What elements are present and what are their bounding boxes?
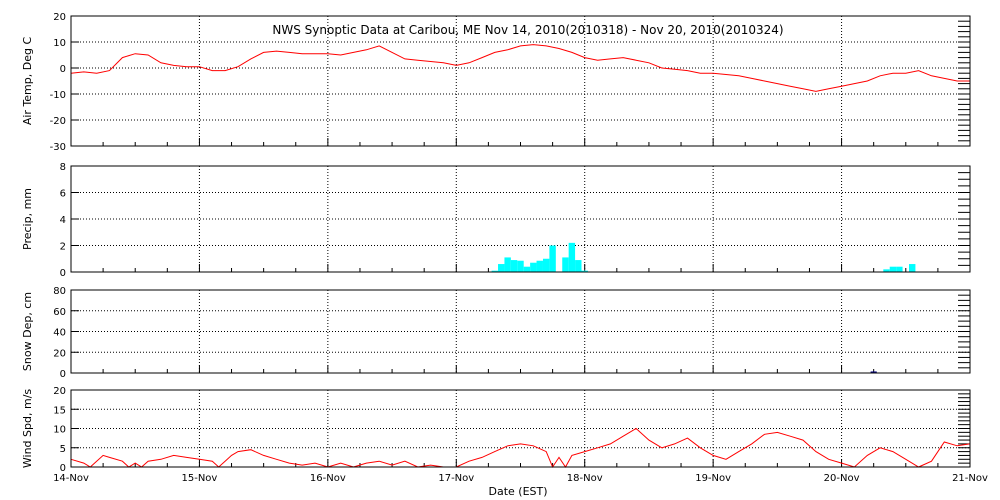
y-tick-label: 6 xyxy=(60,189,66,200)
data-bar xyxy=(498,264,505,272)
plot-frame xyxy=(70,15,971,147)
y-tick-label: -30 xyxy=(50,142,66,153)
data-bar xyxy=(491,270,499,272)
data-bar xyxy=(581,270,588,272)
data-bar xyxy=(536,260,543,272)
x-tick-label: 21-Nov xyxy=(952,473,988,484)
plot-frame xyxy=(70,165,971,273)
data-bar xyxy=(575,260,582,272)
y-tick-label: 0 xyxy=(60,463,66,474)
y-axis-label: Snow Dep, cm xyxy=(21,292,34,371)
data-bar xyxy=(523,266,531,272)
chart-title: NWS Synoptic Data at Caribou, ME Nov 14,… xyxy=(272,23,783,37)
chart-panels: -30 -20 -10 0 10 20 Air Temp, Deg C 0 2 4 6 8 Precip… xyxy=(21,12,988,484)
y-axis-label: Air Temp, Deg C xyxy=(21,37,34,126)
snow-panel: 0 20 40 60 80 Snow Dep, cm xyxy=(21,286,971,380)
x-tick-label: 16-Nov xyxy=(310,473,346,484)
plot-frame xyxy=(70,289,971,374)
y-axis-label: Precip, mm xyxy=(21,188,34,250)
data-bar xyxy=(542,258,550,272)
y-tick-label: 8 xyxy=(60,162,66,173)
data-bar xyxy=(517,260,524,272)
x-tick-label: 15-Nov xyxy=(181,473,217,484)
y-tick-label: 80 xyxy=(53,286,66,297)
x-tick-label: 17-Nov xyxy=(438,473,474,484)
data-bar xyxy=(549,245,556,272)
x-tick-label: 18-Nov xyxy=(567,473,603,484)
x-tick-label: 14-Nov xyxy=(53,473,89,484)
data-bar xyxy=(889,266,897,272)
y-tick-label: -10 xyxy=(50,90,66,101)
temp-panel: -30 -20 -10 0 10 20 Air Temp, Deg C xyxy=(21,12,971,153)
x-tick-label: 19-Nov xyxy=(695,473,731,484)
data-bar xyxy=(504,257,511,272)
data-bar xyxy=(562,257,569,272)
data-bar xyxy=(568,242,576,272)
y-tick-label: 20 xyxy=(53,12,66,23)
y-tick-label: 10 xyxy=(53,38,66,49)
y-tick-label: 4 xyxy=(60,215,66,226)
precip-panel: 0 2 4 6 8 Precip, mm xyxy=(21,162,971,279)
data-bar xyxy=(908,264,916,272)
y-tick-label: 0 xyxy=(60,64,66,75)
y-tick-label: 40 xyxy=(53,328,66,339)
y-tick-label: 20 xyxy=(53,386,66,397)
plot-frame xyxy=(70,389,971,468)
y-axis-label: Wind Spd, m/s xyxy=(21,389,34,469)
y-tick-label: -20 xyxy=(50,116,66,127)
y-tick-label: 2 xyxy=(60,242,66,253)
series-line xyxy=(70,427,971,469)
wind-panel: 0 5 10 15 20 Wind Spd, m/s xyxy=(21,386,971,474)
data-bar xyxy=(883,269,890,272)
y-tick-label: 0 xyxy=(60,369,66,380)
y-tick-label: 5 xyxy=(60,444,66,455)
x-axis-label: Date (EST) xyxy=(488,485,547,498)
y-tick-label: 0 xyxy=(60,268,66,279)
y-tick-label: 15 xyxy=(53,405,66,416)
x-tick-label: 20-Nov xyxy=(824,473,860,484)
y-tick-label: 10 xyxy=(53,425,66,436)
data-bar xyxy=(896,266,903,272)
data-bar xyxy=(510,260,518,272)
y-tick-label: 20 xyxy=(53,348,66,359)
y-tick-label: 60 xyxy=(53,307,66,318)
series-line xyxy=(70,44,970,92)
data-bar xyxy=(530,262,537,272)
